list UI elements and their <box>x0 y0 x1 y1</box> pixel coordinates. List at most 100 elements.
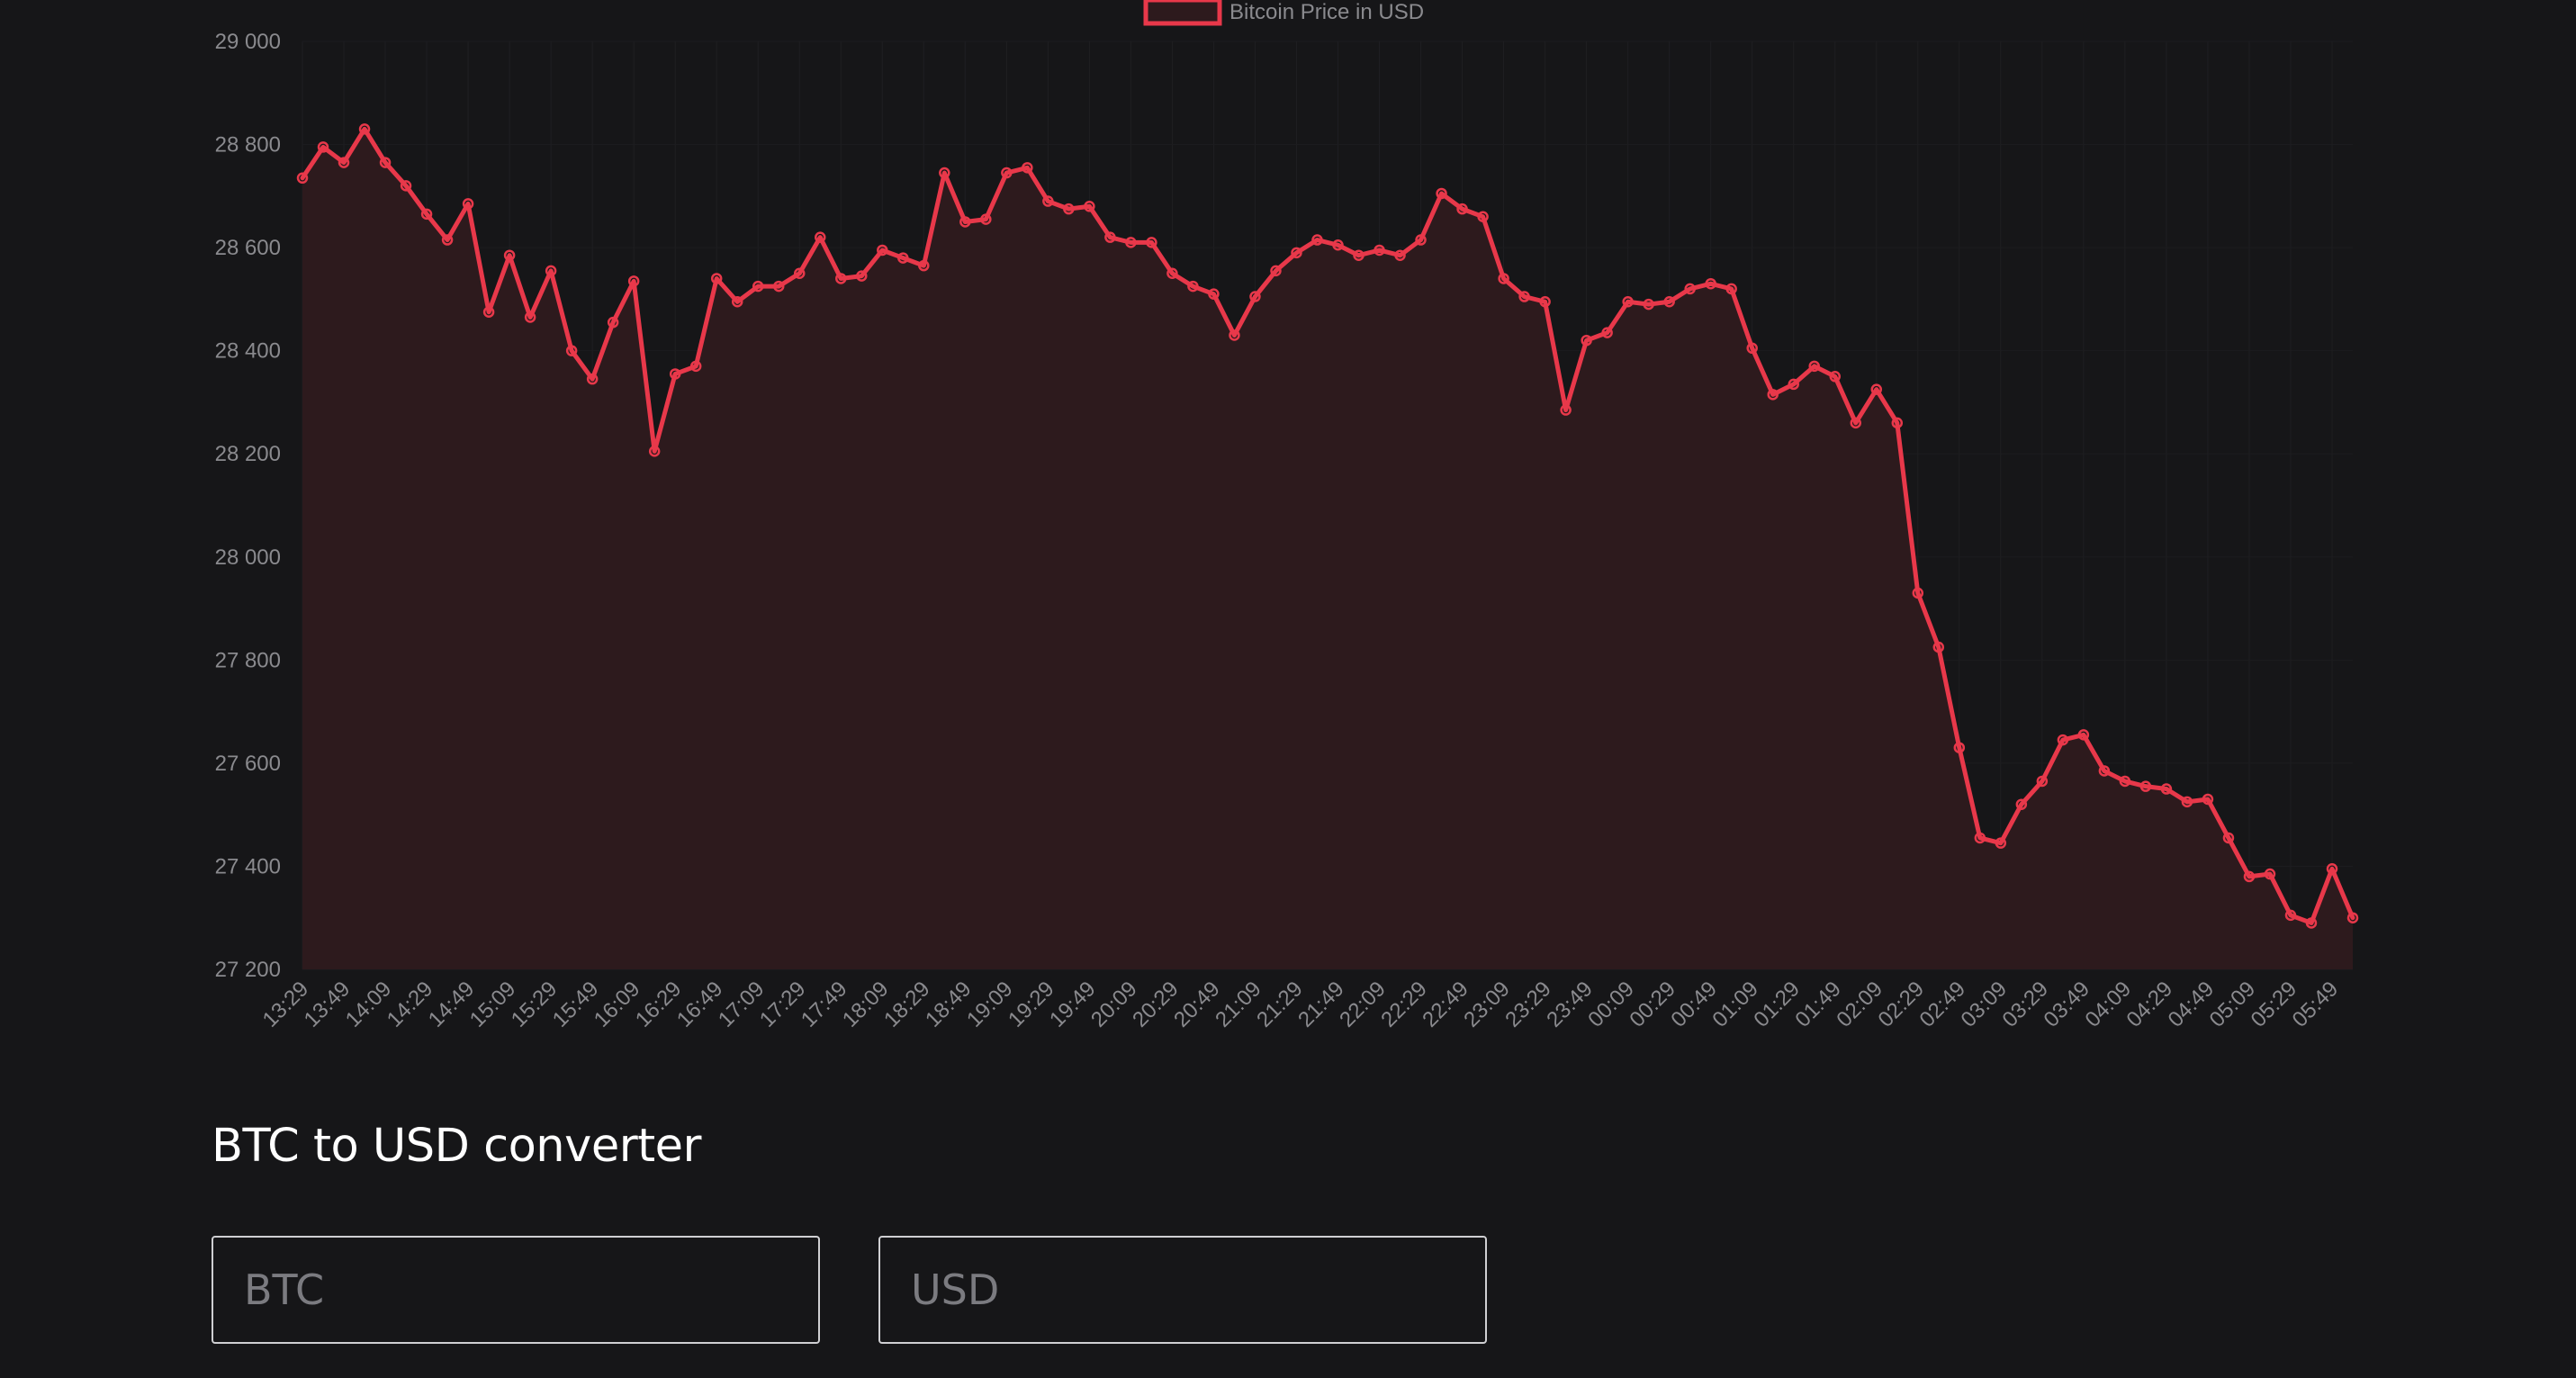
data-point <box>669 368 681 380</box>
data-point <box>1394 249 1406 261</box>
x-tick-label: 22:29 <box>1376 977 1432 1032</box>
x-tick-label: 17:09 <box>714 977 770 1032</box>
data-point <box>1415 234 1427 246</box>
x-tick-label: 04:49 <box>2164 977 2220 1032</box>
data-point <box>793 267 806 279</box>
data-point <box>1995 837 2007 849</box>
data-point <box>648 446 661 457</box>
data-point <box>1436 187 1447 200</box>
data-point <box>2098 765 2111 777</box>
x-tick-label: 02:49 <box>1914 977 1970 1032</box>
data-point <box>545 265 557 277</box>
data-point <box>835 273 847 284</box>
x-tick-label: 13:29 <box>258 977 314 1032</box>
data-point <box>1456 203 1468 215</box>
data-point <box>1808 360 1820 373</box>
data-point <box>1311 234 1323 246</box>
y-tick-label: 29 000 <box>215 30 281 54</box>
x-tick-label: 14:09 <box>341 977 397 1032</box>
data-point <box>1249 291 1261 302</box>
price-chart-svg: 27 200 27 400 27 600 27 800 28 000 28 200 28 4… <box>215 0 2359 1032</box>
data-point <box>1601 327 1613 338</box>
data-point <box>731 296 743 308</box>
data-point <box>607 316 619 329</box>
data-point <box>2036 775 2049 788</box>
x-tick-label: 20:49 <box>1169 977 1225 1032</box>
data-point <box>400 180 412 192</box>
usd-input[interactable] <box>878 1236 1487 1344</box>
data-point <box>503 249 516 261</box>
x-tick-label: 22:09 <box>1335 977 1391 1032</box>
data-point <box>1953 742 1966 753</box>
data-point <box>1974 832 1986 844</box>
data-point <box>815 231 826 243</box>
x-tick-label: 05:49 <box>2288 977 2344 1032</box>
data-point <box>2015 798 2028 810</box>
x-tick-label: 15:49 <box>548 977 604 1032</box>
data-point <box>420 208 433 221</box>
data-point <box>1725 283 1737 295</box>
x-tick-label: 16:09 <box>590 977 645 1032</box>
x-tick-label: 19:29 <box>1004 977 1059 1032</box>
x-tick-label: 21:29 <box>1252 977 1308 1032</box>
x-tick-label: 01:29 <box>1749 977 1805 1032</box>
data-point <box>1146 237 1157 248</box>
data-point <box>1498 273 1509 284</box>
x-tick-label: 02:09 <box>1832 977 1887 1032</box>
series-line <box>300 126 2355 925</box>
x-tick-label: 17:29 <box>755 977 811 1032</box>
x-tick-label: 19:09 <box>962 977 1018 1032</box>
y-tick-label: 27 600 <box>215 752 281 776</box>
data-point <box>2181 796 2193 808</box>
data-point <box>1166 267 1178 279</box>
data-point <box>1581 334 1592 347</box>
data-point <box>1229 329 1240 341</box>
data-point <box>1353 249 1365 261</box>
legend-swatch <box>1143 0 1222 26</box>
data-point <box>441 234 454 246</box>
data-point <box>1705 277 1716 290</box>
data-point <box>1477 211 1489 222</box>
data-point <box>2160 783 2173 795</box>
y-tick-label: 27 200 <box>215 958 281 982</box>
data-point <box>1332 239 1344 251</box>
x-tick-label: 13:49 <box>300 977 356 1032</box>
x-tick-label: 15:09 <box>465 977 521 1032</box>
x-tick-label: 01:49 <box>1790 977 1846 1032</box>
data-point <box>1104 231 1116 243</box>
y-tick-label: 28 800 <box>215 133 281 158</box>
data-point <box>752 280 764 293</box>
data-point <box>689 360 702 373</box>
y-tick-label: 28 600 <box>215 236 281 260</box>
data-point <box>1912 587 1924 599</box>
data-point <box>2346 912 2359 923</box>
x-tick-label: 21:09 <box>1211 977 1266 1032</box>
y-tick-label: 27 400 <box>215 854 281 878</box>
y-tick-label: 28 000 <box>215 545 281 570</box>
data-point <box>317 141 329 153</box>
data-point <box>856 270 868 282</box>
x-tick-label: 21:49 <box>1293 977 1349 1032</box>
series-area-fill <box>302 129 2353 969</box>
data-point <box>1622 296 1634 308</box>
x-tick-label: 20:09 <box>1086 977 1142 1032</box>
data-point <box>2243 870 2256 883</box>
x-tick-label: 14:29 <box>383 977 438 1032</box>
data-point <box>1208 288 1220 300</box>
x-tick-label: 17:49 <box>797 977 852 1032</box>
data-point <box>462 198 474 210</box>
data-point <box>296 172 309 185</box>
data-point <box>710 273 723 284</box>
data-point <box>772 280 785 293</box>
data-point <box>2326 863 2338 875</box>
btc-input[interactable] <box>212 1236 820 1344</box>
data-point <box>1063 203 1075 215</box>
x-tick-label: 23:09 <box>1459 977 1515 1032</box>
x-tick-label: 04:29 <box>2122 977 2178 1032</box>
x-tick-label: 04:09 <box>2081 977 2137 1032</box>
data-point <box>939 167 950 179</box>
x-tick-label: 14:49 <box>424 977 480 1032</box>
data-point <box>379 157 392 168</box>
data-point <box>897 252 909 264</box>
data-point <box>1932 641 1945 653</box>
